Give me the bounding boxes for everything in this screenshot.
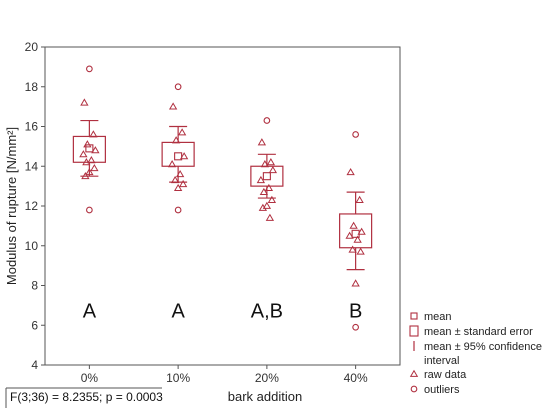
raw-point-1-8 [173,183,183,192]
raw-point-2-4 [256,175,266,184]
raw-point-3-8 [351,279,360,287]
x-axis-label: bark addition [228,389,302,404]
raw-point-1-5 [175,169,185,178]
x-tick-label-1: 10% [166,371,190,385]
legend-symbol-mean [410,312,418,320]
raw-point-0-5 [87,156,96,164]
raw-point-1-2 [171,136,181,144]
raw-point-1-4 [167,160,177,168]
raw-point-3-4 [345,231,354,239]
x-tick-label-0: 0% [81,371,99,385]
se-box-2 [250,165,284,187]
raw-point-0-0 [80,98,89,106]
y-tick-label-10: 10 [25,239,39,253]
raw-point-0-4 [79,150,88,158]
raw-point-3-2 [349,221,358,229]
raw-point-1-1 [177,128,187,136]
legend: mean mean ± standard error mean ± 95% conf… [409,311,542,396]
y-tick-label-4: 4 [31,358,38,372]
outlier-point-0-1 [86,206,93,214]
raw-point-0-8 [85,167,94,176]
y-tick-label-6: 6 [31,318,38,332]
raw-point-3-1 [355,195,364,203]
raw-point-3-7 [356,247,365,255]
raw-point-2-1 [266,158,276,166]
outlier-point-1-0 [174,83,182,91]
statistic-text: F(3;36) = 8.2355; p = 0.0003 [10,390,163,404]
outlier-point-1-1 [174,206,182,214]
group-letter-3: B [349,300,362,322]
outlier-point-3-1 [352,323,359,331]
y-tick-label-12: 12 [25,199,39,213]
raw-point-0-7 [90,164,99,172]
raw-point-0-1 [89,130,98,138]
raw-point-2-0 [257,138,267,146]
group-letter-0: A [83,300,97,322]
group-letter-2: A,B [251,300,283,322]
outlier-point-2-0 [263,117,271,124]
raw-point-1-6 [170,175,180,184]
raw-point-2-6 [259,187,269,196]
y-tick-label-20: 20 [25,40,39,54]
legend-symbol-se [409,325,419,337]
raw-point-3-0 [346,167,355,176]
legend-label-ci: mean ± 95% confidence interval [424,341,542,367]
raw-point-1-3 [179,152,189,160]
raw-point-0-9 [81,171,90,180]
se-box-0 [72,135,106,163]
raw-point-1-0 [168,102,178,110]
legend-label-mean: mean [424,311,452,323]
legend-label-se: mean ± standard error [424,326,533,338]
y-tick-label-16: 16 [25,120,39,134]
group-letter-1: A [171,300,185,322]
raw-point-2-3 [268,165,278,174]
statistic-box: F(3;36) = 8.2355; p = 0.0003 [5,387,163,408]
y-tick-label-18: 18 [25,80,39,94]
raw-point-0-6 [82,158,91,166]
outlier-point-3-0 [352,131,359,138]
legend-label-outliers: outliers [424,384,460,396]
raw-point-2-9 [258,203,268,211]
legend-symbol-raw [409,369,419,377]
outlier-point-0-0 [86,65,93,73]
raw-point-3-3 [357,227,366,235]
y-tick-label-8: 8 [31,279,38,293]
legend-label-raw: raw data [424,369,467,381]
legend-symbol-outlier [410,385,418,393]
raw-point-1-7 [178,179,188,188]
y-axis-label: Modulus of rupture [N/mm²] [4,127,19,285]
se-box-1 [161,141,195,167]
plot-frame [44,46,401,366]
raw-point-2-5 [264,183,274,192]
x-tick-label-3: 40% [344,371,368,385]
mean-marker-1 [174,152,183,161]
raw-point-3-6 [348,245,357,253]
mean-marker-2 [262,172,271,181]
raw-point-0-2 [83,140,92,148]
x-tick-label-2: 20% [255,371,279,385]
raw-point-2-2 [260,160,270,168]
raw-point-2-8 [262,201,272,209]
raw-point-3-5 [353,235,362,243]
y-tick-label-14: 14 [25,159,39,173]
raw-point-2-10 [265,213,275,221]
raw-point-0-3 [91,146,100,154]
raw-point-2-7 [267,195,277,203]
